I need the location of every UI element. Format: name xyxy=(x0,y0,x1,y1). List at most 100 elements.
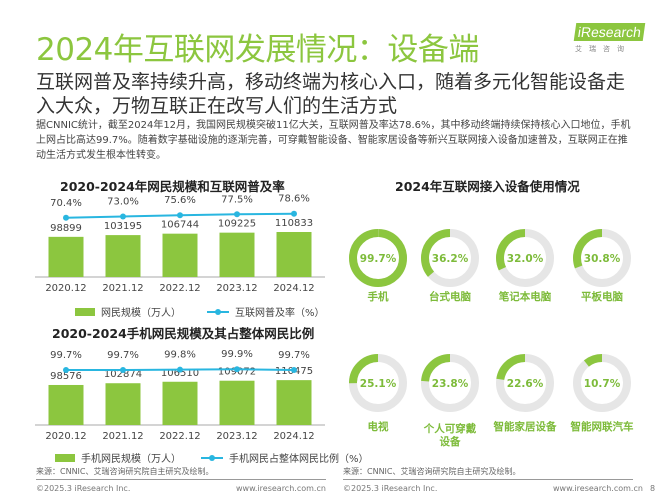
line-value-label: 77.5% xyxy=(221,194,253,205)
donut-label: 电视 xyxy=(368,420,389,433)
donut-label: 智能家居设备 xyxy=(493,420,557,433)
chart1-legend: 网民规模（万人） 互联网普及率（%） xyxy=(75,304,325,319)
donut-value: 99.7% xyxy=(360,253,397,265)
chart1-plot: 98899 2020.12 70.4% 103195 2021.12 73.0% 10674… xyxy=(35,194,325,294)
donut-label: 智能网联汽车 xyxy=(570,420,634,433)
x-tick-label: 2022.12 xyxy=(159,283,200,294)
donut-value: 30.8% xyxy=(584,253,621,265)
legend-bar-label: 手机网民规模（万人） xyxy=(81,454,181,465)
bar xyxy=(105,383,141,425)
x-tick-label: 2021.12 xyxy=(102,283,143,294)
bar xyxy=(48,236,84,277)
bar-value-label: 106744 xyxy=(161,220,199,231)
copyright-left: ©2025.3 iResearch Inc. xyxy=(36,484,131,493)
copyright-right: ©2025.3 iResearch Inc. xyxy=(343,484,438,493)
source-right: 来源：CNNIC、艾瑞咨询研究院自主研究及绘制。 xyxy=(343,467,521,476)
line-value-label: 99.9% xyxy=(221,349,253,360)
chart3-title: 2024年互联网接入设备使用情况 xyxy=(395,179,580,194)
bar-value-label: 103195 xyxy=(104,221,142,232)
legend-bar-swatch xyxy=(55,453,75,462)
legend-bar-swatch xyxy=(75,307,95,316)
footer-divider-left xyxy=(36,479,326,480)
donut-label: 台式电脑 xyxy=(429,290,471,303)
bar xyxy=(162,381,198,425)
logo-cn: 艾瑞咨询 xyxy=(575,45,631,53)
donut-value: 22.6% xyxy=(507,378,544,390)
bar xyxy=(48,384,84,425)
line-value-label: 75.6% xyxy=(164,195,196,206)
iresearch-logo: iResearch 艾瑞咨询 xyxy=(573,22,646,54)
donut-value: 10.7% xyxy=(584,378,621,390)
x-tick-label: 2020.12 xyxy=(45,431,86,442)
donut-label: 设备 xyxy=(440,435,461,448)
x-tick-label: 2023.12 xyxy=(216,431,257,442)
line-value-label: 70.4% xyxy=(50,198,82,209)
donut-value: 25.1% xyxy=(360,378,397,390)
legend-bar-label: 网民规模（万人） xyxy=(101,308,181,319)
chart2-plot: 98576 2020.12 99.7% 102874 2021.12 99.7% 10651… xyxy=(35,349,325,442)
chart2-legend: 手机网民规模（万人） 手机网民占整体网民比例（%） xyxy=(55,450,369,465)
line-point xyxy=(177,212,183,219)
legend-line-swatch xyxy=(201,454,223,461)
donut-value: 36.2% xyxy=(432,253,469,265)
bar xyxy=(276,380,312,425)
donut-value: 23.8% xyxy=(432,378,469,390)
body-text: 据CNNIC统计，截至2024年12月，我国网民规模突破11亿大关，互联网普及率… xyxy=(36,120,631,161)
donut-arc xyxy=(496,229,554,287)
bar xyxy=(162,233,198,277)
bar-value-label: 102874 xyxy=(104,369,142,380)
legend-line-swatch xyxy=(207,308,229,315)
x-tick-label: 2022.12 xyxy=(159,431,200,442)
donut-label: 个人可穿戴 xyxy=(423,422,477,435)
line-point xyxy=(63,367,69,373)
line-value-label: 73.0% xyxy=(107,197,139,208)
source-left: 来源：CNNIC、艾瑞咨询研究院自主研究及绘制。 xyxy=(36,467,214,476)
chart1-title: 2020-2024年网民规模和互联网普及率 xyxy=(60,179,285,194)
bar-value-label: 109225 xyxy=(218,219,256,230)
line-point xyxy=(63,214,69,221)
bar-value-label: 98899 xyxy=(50,223,82,234)
x-tick-label: 2024.12 xyxy=(273,431,314,442)
line-point xyxy=(177,366,183,373)
donut-arc xyxy=(349,229,407,287)
donut-arc xyxy=(573,229,631,287)
bar xyxy=(105,235,141,277)
donut-label: 笔记本电脑 xyxy=(499,290,552,303)
legend-line-label: 互联网普及率（%） xyxy=(235,308,325,319)
line-value-label: 99.7% xyxy=(278,350,310,361)
line-point xyxy=(291,367,297,373)
donut-arc xyxy=(421,354,479,412)
logo-brand: iResearch xyxy=(573,23,646,41)
donut-value: 32.0% xyxy=(507,253,544,265)
line-value-label: 99.7% xyxy=(50,350,82,361)
chart2-title: 2020-2024手机网民规模及其占整体网民比例 xyxy=(52,326,315,341)
donut-arc xyxy=(421,229,479,287)
bar-value-label: 110833 xyxy=(275,218,313,229)
bar-value-label: 98576 xyxy=(50,371,82,382)
donut-label: 平板电脑 xyxy=(581,290,623,303)
bar xyxy=(219,232,255,277)
page-number: 8 xyxy=(650,484,656,493)
x-tick-label: 2021.12 xyxy=(102,431,143,442)
bar-value-label: 106510 xyxy=(161,368,199,379)
donut-arc xyxy=(349,354,407,412)
bar xyxy=(219,380,255,425)
line-value-label: 99.7% xyxy=(107,350,139,361)
line-value-label: 99.8% xyxy=(164,350,196,361)
donut-label: 手机 xyxy=(368,290,389,303)
page-title: 2024年互联网发展情况：设备端 xyxy=(36,32,479,68)
footer-divider-right xyxy=(343,479,633,480)
legend-line-label: 手机网民占整体网民比例（%） xyxy=(229,454,369,465)
bar xyxy=(276,232,312,277)
line-point xyxy=(120,367,126,373)
line-point xyxy=(120,213,126,220)
url-right: www.iresearch.com.cn xyxy=(553,484,643,493)
x-tick-label: 2020.12 xyxy=(45,283,86,294)
line-point xyxy=(234,366,240,373)
line-value-label: 78.6% xyxy=(278,194,310,205)
x-tick-label: 2024.12 xyxy=(273,283,314,294)
bar-value-label: 109072 xyxy=(218,367,256,378)
subtitle: 互联网普及率持续升高，移动终端为核心入口，随着多元化智能设备走入大众，万物互联正… xyxy=(36,71,626,117)
line-point xyxy=(291,210,297,217)
